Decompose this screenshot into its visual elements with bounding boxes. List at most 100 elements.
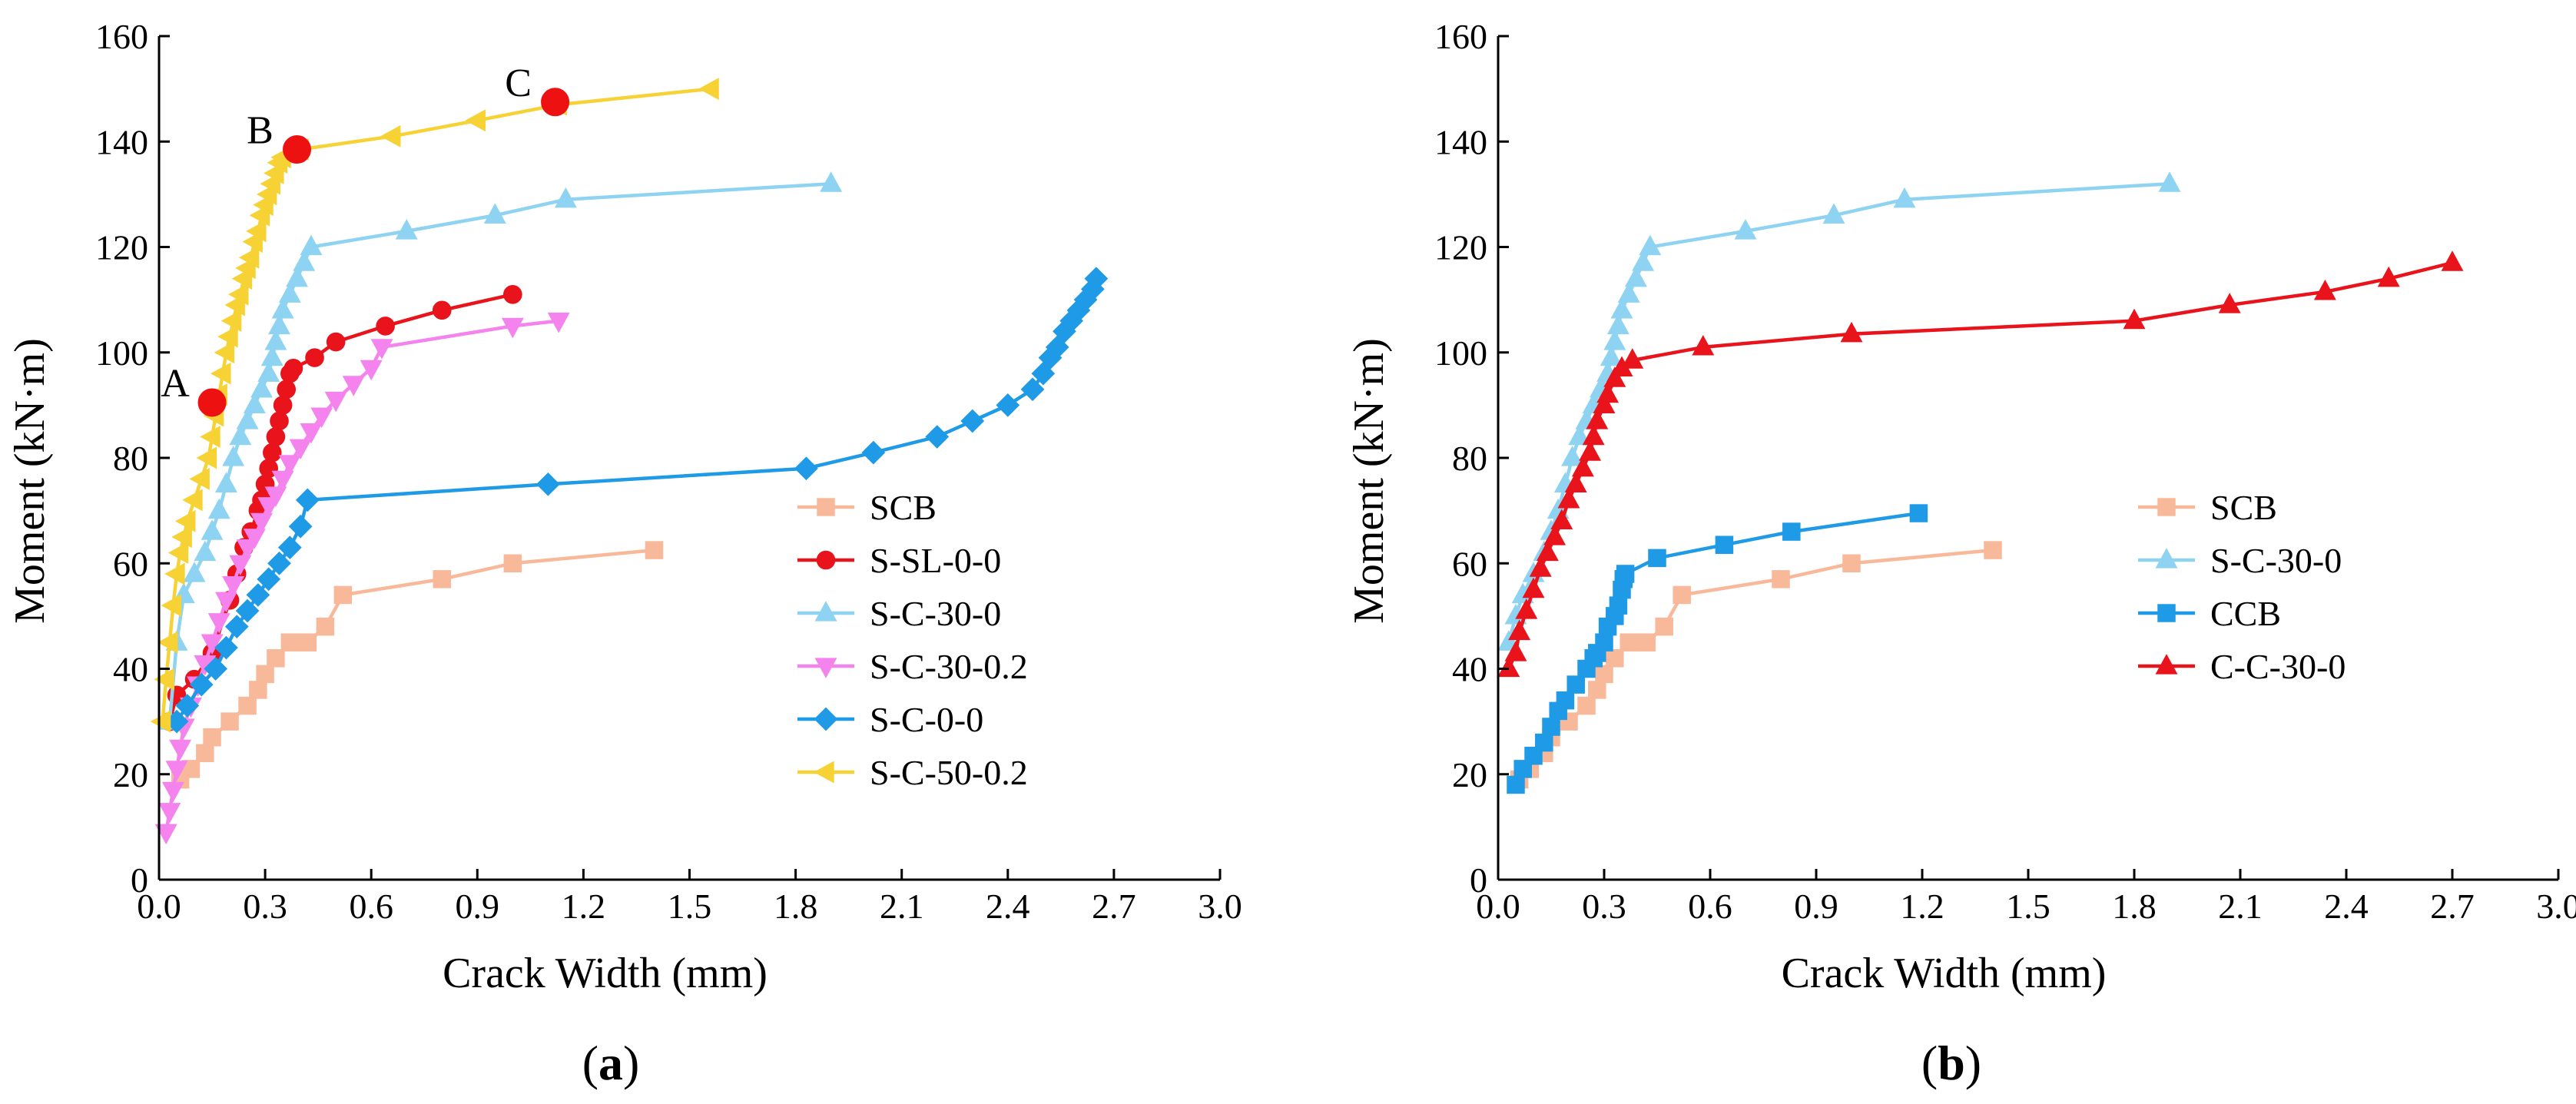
data-point-CCB xyxy=(1595,633,1613,651)
series-line-CCB xyxy=(1513,511,1919,786)
data-point-SCB xyxy=(256,665,274,684)
data-point-S-C-0-0 xyxy=(224,615,249,638)
data-point-S-SL-0-0 xyxy=(432,300,452,320)
data-point-S-C-30-0.2 xyxy=(289,439,312,460)
x-tick-label: 3.0 xyxy=(1198,887,1242,926)
data-point-S-SL-0-0 xyxy=(273,396,293,415)
data-point-C-C-30-0 xyxy=(1621,348,1644,369)
data-point-S-C-50-0.2 xyxy=(189,467,210,490)
data-point-S-C-30-0.2 xyxy=(154,824,177,845)
data-point-S-C-30-0.2 xyxy=(201,634,224,655)
series-S-C-50-0.2 xyxy=(150,78,719,733)
x-tick-label: 1.8 xyxy=(2112,887,2157,926)
y-tick-label: 100 xyxy=(1434,333,1487,373)
data-point-S-C-0-0 xyxy=(1020,377,1045,402)
data-point-S-C-30-0 xyxy=(278,282,301,303)
data-point-S-C-30-0 xyxy=(243,393,266,414)
legend-marker-S-SL-0-0 xyxy=(816,550,836,570)
data-point-S-C-30-0.2 xyxy=(169,739,192,761)
data-point-S-C-30-0 xyxy=(229,424,252,446)
data-point-S-C-50-0.2 xyxy=(217,325,238,348)
data-point-S-C-30-0.2 xyxy=(278,455,301,476)
data-point-S-C-0-0 xyxy=(925,425,950,449)
data-point-S-C-50-0.2 xyxy=(167,542,189,564)
series-S-C-30-0.2 xyxy=(154,312,570,845)
data-point-S-C-30-0.2 xyxy=(250,512,273,534)
y-tick-label: 140 xyxy=(95,122,148,161)
data-point-S-C-0-0 xyxy=(1084,267,1109,291)
data-point-SCB xyxy=(267,649,285,668)
data-point-S-C-0-0 xyxy=(267,551,291,575)
legend-label-S-C-50-0.2: S-C-50-0.2 xyxy=(870,753,1028,792)
legend: SCB S-SL-0-0 S-C-30-0 S-C-30-0.2 S-C-0-0 S-C-… xyxy=(797,488,1028,792)
data-point-S-SL-0-0 xyxy=(266,427,286,446)
data-point-C-C-30-0 xyxy=(1508,619,1531,641)
y-axis-label: Moment (kN·m) xyxy=(1345,338,1393,624)
data-point-S-SL-0-0 xyxy=(270,411,289,431)
data-point-S-C-50-0.2 xyxy=(214,341,235,364)
data-point-C-C-30-0 xyxy=(1497,656,1520,678)
data-point-CCB xyxy=(1782,522,1801,541)
legend-marker-S-C-30-0.2 xyxy=(814,658,837,678)
data-point-C-C-30-0 xyxy=(2377,266,2400,287)
y-tick-label: 160 xyxy=(95,17,148,56)
data-point-C-C-30-0 xyxy=(1550,509,1573,529)
data-point-CCB xyxy=(1535,733,1553,752)
x-tick-label: 2.7 xyxy=(2430,887,2475,926)
legend-label-S-SL-0-0: S-SL-0-0 xyxy=(870,541,1001,580)
data-point-S-C-0-0 xyxy=(175,694,200,718)
data-point-C-C-30-0 xyxy=(1586,409,1609,429)
legend-label-SCB: SCB xyxy=(870,488,937,527)
data-point-S-C-30-0 xyxy=(820,171,843,192)
data-point-S-C-0-0 xyxy=(288,514,313,539)
data-point-CCB xyxy=(1715,535,1734,554)
data-point-S-SL-0-0 xyxy=(503,284,522,304)
data-point-S-C-50-0.2 xyxy=(246,220,267,243)
data-point-CCB xyxy=(1648,549,1666,568)
data-point-S-C-30-0 xyxy=(183,562,206,582)
legend-marker-SCB xyxy=(817,498,835,516)
data-point-C-C-30-0 xyxy=(1593,393,1616,414)
data-point-S-C-0-0 xyxy=(1045,335,1069,360)
data-point-S-C-30-0.2 xyxy=(222,576,245,597)
legend: SCB S-C-30-0 CCB C-C-30-0 xyxy=(2138,488,2346,686)
data-point-S-C-30-0.2 xyxy=(229,555,252,576)
data-point-S-C-30-0 xyxy=(236,409,259,429)
data-point-S-C-30-0.2 xyxy=(271,470,294,492)
x-tick-label: 1.2 xyxy=(562,887,606,926)
legend-marker-S-C-50-0.2 xyxy=(814,761,834,784)
data-point-S-C-30-0.2 xyxy=(310,407,333,428)
data-point-SCB xyxy=(333,585,353,605)
data-point-S-C-50-0.2 xyxy=(465,109,486,132)
x-tick-label: 2.4 xyxy=(986,887,1030,926)
data-point-SCB xyxy=(503,554,522,572)
data-point-S-C-0-0 xyxy=(861,440,886,465)
y-tick-label: 0 xyxy=(131,860,148,900)
data-point-C-C-30-0 xyxy=(1571,456,1594,477)
x-tick-label: 2.1 xyxy=(2218,887,2263,926)
data-point-S-SL-0-0 xyxy=(277,380,297,399)
data-point-S-C-30-0 xyxy=(300,234,323,256)
data-point-S-C-30-0 xyxy=(554,187,577,208)
data-point-S-C-50-0.2 xyxy=(380,124,401,148)
y-tick-label: 40 xyxy=(1452,650,1487,689)
data-point-SCB xyxy=(1588,681,1606,699)
data-point-SCB xyxy=(645,541,664,559)
panel-label: (a) xyxy=(582,1036,640,1090)
annotation-label-C: C xyxy=(505,61,532,105)
x-tick-label: 0.3 xyxy=(243,887,287,926)
data-point-S-C-30-0.2 xyxy=(501,317,524,339)
x-tick-label: 0.0 xyxy=(1476,887,1520,926)
data-point-S-C-30-0.2 xyxy=(165,761,188,781)
y-tick-label: 60 xyxy=(1452,544,1487,583)
data-point-C-C-30-0 xyxy=(2218,293,2241,313)
data-point-S-C-30-0 xyxy=(483,203,506,224)
series-group xyxy=(1497,171,2464,794)
data-point-S-C-0-0 xyxy=(246,583,270,607)
series-SCB xyxy=(171,541,664,789)
data-point-S-C-50-0.2 xyxy=(228,283,249,306)
data-point-S-C-30-0 xyxy=(1600,345,1623,366)
y-tick-label: 120 xyxy=(1434,228,1487,267)
legend-label-CCB: CCB xyxy=(2210,594,2281,633)
